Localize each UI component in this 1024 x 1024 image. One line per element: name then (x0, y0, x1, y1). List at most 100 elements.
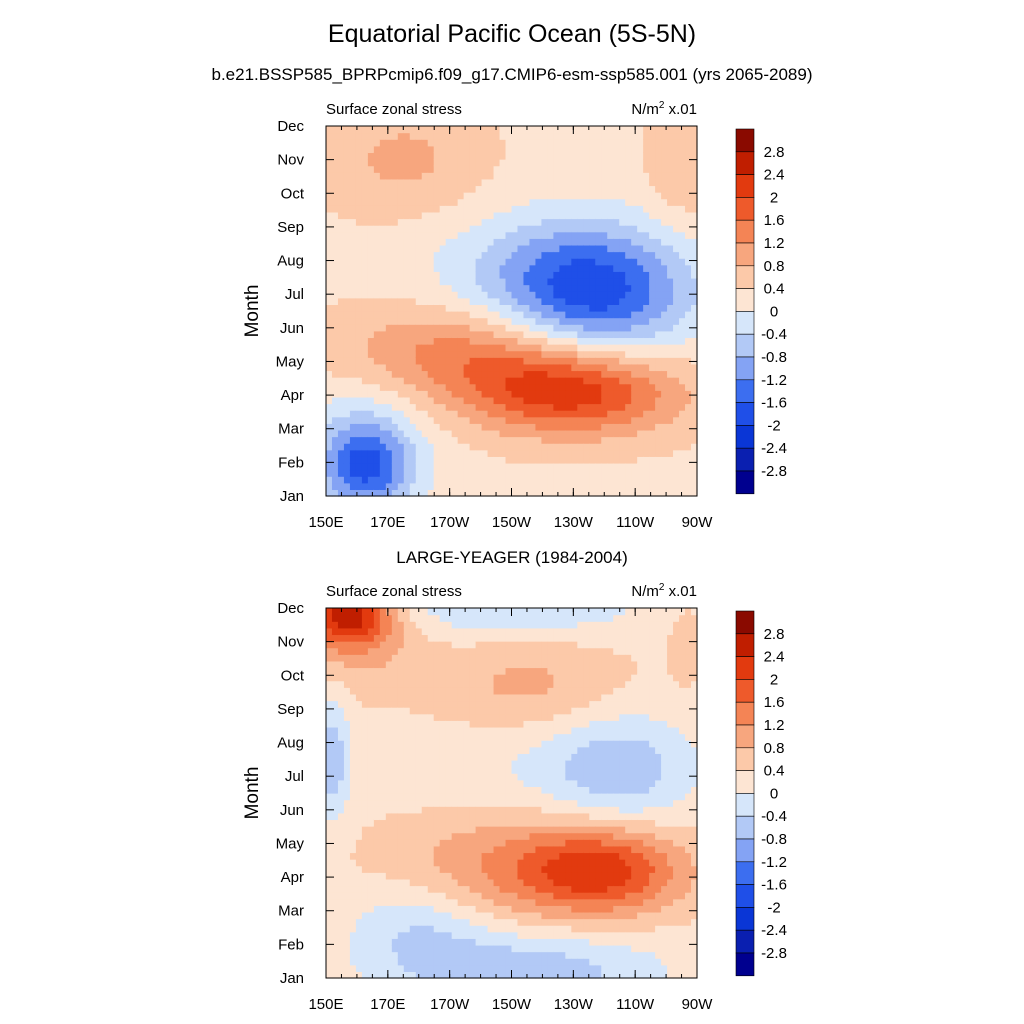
field-cell (583, 126, 590, 134)
field-cell (379, 390, 387, 398)
field-cell (361, 383, 369, 391)
field-cell (523, 330, 531, 339)
field-cell (571, 291, 578, 299)
field-cell (415, 330, 423, 339)
field-cell (397, 865, 405, 873)
field-cell (655, 185, 662, 193)
field-cell (397, 621, 405, 629)
field-cell (361, 793, 369, 801)
field-cell (355, 377, 363, 385)
field-cell (613, 178, 620, 187)
field-cell (649, 225, 656, 233)
field-cell (439, 878, 447, 887)
field-cell (409, 832, 417, 840)
field-cell (355, 971, 363, 979)
field-cell (613, 251, 620, 259)
field-cell (475, 126, 483, 134)
field-cell (445, 641, 453, 649)
field-cell (445, 178, 453, 187)
field-cell (445, 707, 453, 715)
field-cell (619, 297, 626, 305)
field-cell (667, 198, 674, 206)
field-cell (343, 674, 351, 682)
field-cell (475, 363, 483, 372)
field-cell (337, 726, 345, 735)
y-tick-label: Aug (277, 253, 304, 270)
field-cell (391, 152, 399, 160)
field-cell (403, 291, 411, 299)
field-cell (343, 812, 351, 821)
field-cell (457, 845, 465, 854)
field-cell (475, 139, 483, 147)
field-cell (589, 238, 596, 246)
field-cell (343, 377, 351, 385)
field-cell (373, 845, 381, 854)
field-cell (541, 211, 548, 220)
field-cell (367, 145, 375, 154)
field-cell (523, 443, 531, 451)
field-cell (463, 627, 471, 636)
field-cell (355, 726, 363, 735)
field-cell (685, 291, 692, 299)
field-cell (535, 211, 543, 220)
field-cell (415, 687, 423, 695)
field-cell (481, 159, 489, 167)
field-cell (373, 238, 381, 246)
field-cell (505, 211, 513, 220)
field-cell (415, 634, 423, 642)
field-cell (463, 317, 471, 325)
field-cell (373, 225, 381, 233)
field-cell (367, 627, 375, 636)
field-cell (619, 231, 626, 239)
field-cell (463, 885, 471, 893)
field-cell (343, 786, 351, 794)
field-cell (553, 145, 560, 154)
field-cell (397, 832, 405, 840)
field-cell (385, 238, 393, 246)
y-tick-label: Jun (280, 320, 304, 337)
field-cell (547, 291, 554, 299)
field-cell (475, 416, 483, 424)
field-cell (673, 429, 680, 438)
field-cell (577, 172, 584, 180)
field-cell (679, 126, 686, 134)
field-cell (589, 291, 596, 299)
field-cell (379, 786, 387, 794)
field-cell (601, 311, 608, 319)
field-cell (439, 403, 447, 411)
field-cell (367, 693, 375, 702)
field-cell (613, 126, 620, 134)
field-cell (523, 476, 531, 484)
field-cell (391, 707, 399, 715)
field-cell (326, 700, 333, 708)
field-cell (571, 456, 578, 464)
field-cell (481, 357, 489, 365)
field-cell (433, 476, 441, 484)
field-cell (397, 357, 405, 365)
field-cell (457, 707, 465, 715)
field-cell (403, 733, 411, 741)
field-cell (385, 244, 393, 253)
field-cell (403, 799, 411, 807)
field-cell (457, 700, 465, 708)
field-cell (511, 218, 519, 226)
field-cell (439, 185, 447, 193)
field-cell (541, 416, 548, 424)
field-cell (415, 693, 423, 702)
field-cell (601, 218, 608, 226)
field-cell (427, 416, 435, 424)
field-cell (475, 396, 483, 405)
field-cell (367, 713, 375, 721)
field-cell (343, 192, 351, 200)
field-cell (367, 436, 375, 444)
field-cell (349, 469, 357, 477)
field-cell (661, 244, 668, 253)
field-cell (373, 839, 381, 847)
field-cell (367, 720, 375, 728)
field-cell (445, 964, 453, 972)
field-cell (343, 284, 351, 292)
field-cell (583, 317, 590, 325)
field-cell (415, 766, 423, 774)
field-cell (337, 832, 345, 840)
